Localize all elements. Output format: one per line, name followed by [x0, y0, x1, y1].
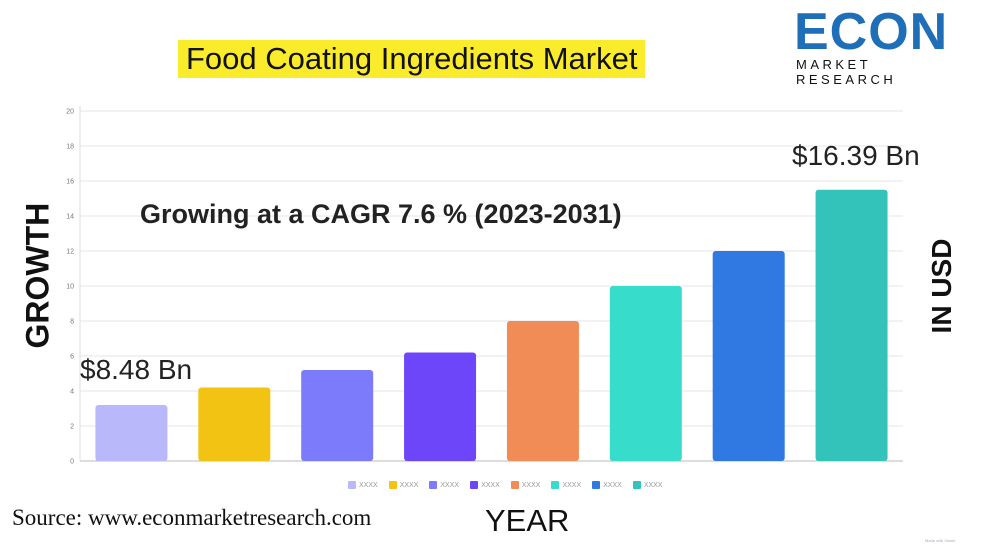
y-tick-label: 8	[70, 319, 74, 326]
y-tick-label: 14	[66, 214, 74, 221]
legend-swatch	[470, 481, 479, 489]
y-tick-label: 2	[70, 424, 74, 431]
bar	[301, 370, 374, 461]
y-tick-label: 16	[66, 179, 74, 186]
legend-label: XXXX	[359, 481, 378, 489]
y-tick-label: 4	[70, 389, 74, 396]
y-tick-label: 10	[66, 284, 74, 291]
legend-item[interactable]: XXXX	[470, 481, 500, 489]
bar	[609, 286, 682, 461]
legend-swatch	[632, 481, 641, 489]
x-axis-label: YEAR	[485, 503, 570, 538]
bar	[404, 352, 477, 461]
legend: XXXX XXXX XXXX XXXX XXXX XXXX XXXX XXXX	[348, 481, 663, 489]
legend-swatch	[429, 481, 438, 489]
bar	[712, 251, 785, 461]
legend-item[interactable]: XXXX	[348, 481, 378, 489]
legend-swatch	[551, 481, 560, 489]
econ-logo: ECON MARKET RESEARCH	[794, 3, 972, 87]
bar	[198, 387, 271, 461]
legend-item[interactable]: XXXX	[551, 481, 581, 489]
end-value-label: $16.39 Bn	[792, 140, 920, 171]
bar	[815, 189, 888, 461]
y-tick-label: 12	[66, 249, 74, 256]
legend-label: XXXX	[440, 481, 460, 489]
logo-subtitle: MARKET RESEARCH	[796, 57, 897, 87]
legend-label: XXXX	[603, 481, 622, 489]
chart-title: Food Coating Ingredients Market	[178, 40, 646, 78]
legend-swatch	[592, 481, 601, 489]
legend-swatch	[510, 481, 519, 489]
legend-item[interactable]: XXXX	[632, 481, 663, 489]
legend-label: XXXX	[562, 481, 582, 489]
legend-item[interactable]: XXXX	[510, 481, 541, 489]
legend-item[interactable]: XXXX	[429, 481, 459, 489]
legend-label: XXXX	[399, 481, 419, 489]
watermark: Made with Visme	[925, 538, 956, 543]
y-axis-label: GROWTH	[19, 202, 56, 349]
legend-label: XXXX	[643, 481, 663, 489]
y-tick-label: 18	[66, 144, 74, 151]
legend-item[interactable]: XXXX	[592, 481, 622, 489]
y2-axis-label: IN USD	[926, 238, 957, 334]
cagr-annotation: Growing at a CAGR 7.6 % (2023-2031)	[140, 199, 622, 229]
bar	[506, 321, 579, 461]
legend-item[interactable]: XXXX	[388, 481, 419, 489]
legend-label: XXXX	[521, 481, 541, 489]
legend-label: XXXX	[481, 481, 500, 489]
start-value-label: $8.48 Bn	[80, 354, 193, 385]
legend-swatch	[388, 481, 397, 489]
y-tick-label: 0	[70, 459, 74, 466]
bar	[95, 405, 168, 461]
y-tick-label: 20	[66, 109, 74, 116]
source-text: Source: www.econmarketresearch.com	[12, 505, 372, 530]
logo-text: ECON	[794, 3, 949, 61]
legend-swatch	[348, 481, 356, 489]
y-tick-label: 6	[70, 354, 74, 361]
